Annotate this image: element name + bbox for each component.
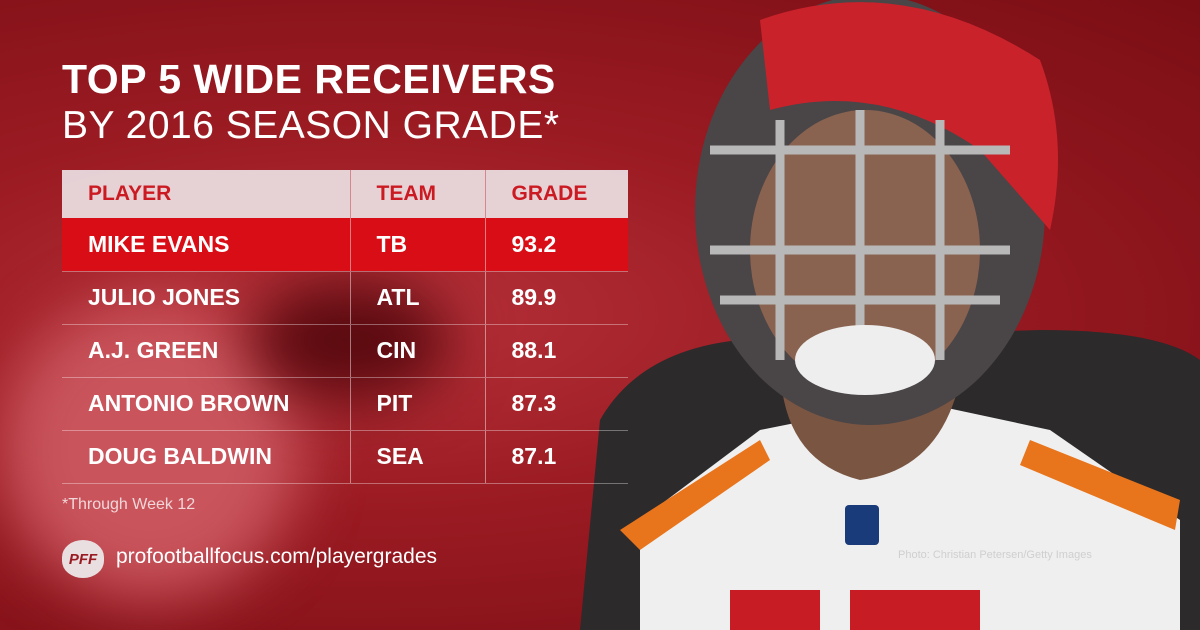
player-name: A.J. GREEN [62,324,350,378]
table-row: JULIO JONES ATL 89.9 [62,271,628,325]
player-name: JULIO JONES [62,271,350,325]
title-line-2: BY 2016 SEASON GRADE* [62,104,560,147]
player-name: DOUG BALDWIN [62,430,350,484]
footnote: *Through Week 12 [62,496,196,513]
grades-table: PLAYER TEAM GRADE MIKE EVANS TB 93.2 JUL… [62,170,628,484]
team: PIT [349,377,485,431]
grade: 89.9 [484,271,628,325]
team: TB [349,218,485,272]
title-line-1: TOP 5 WIDE RECEIVERS [62,56,556,102]
player-photo [580,0,1200,630]
team: ATL [349,271,485,325]
player-name: MIKE EVANS [62,218,350,272]
grade: 87.3 [484,377,628,431]
player-name: ANTONIO BROWN [62,377,350,431]
pff-logo-text: PFF [68,550,98,568]
nfl-shield-icon [845,505,879,545]
grade: 88.1 [484,324,628,378]
photo-credit: Photo: Christian Petersen/Getty Images [898,549,1092,561]
header-grade: GRADE [484,170,628,218]
table-row: A.J. GREEN CIN 88.1 [62,324,628,378]
table-row: DOUG BALDWIN SEA 87.1 [62,430,628,484]
grade: 87.1 [484,430,628,484]
grade: 93.2 [484,218,628,272]
header-team: TEAM [349,170,485,218]
team: SEA [349,430,485,484]
table-row: ANTONIO BROWN PIT 87.3 [62,377,628,431]
team: CIN [349,324,485,378]
pff-logo: PFF [62,540,104,578]
website-link[interactable]: profootballfocus.com/playergrades [116,545,438,568]
table-header: PLAYER TEAM GRADE [62,170,628,218]
table-row: MIKE EVANS TB 93.2 [62,218,628,272]
header-player: PLAYER [62,170,350,218]
